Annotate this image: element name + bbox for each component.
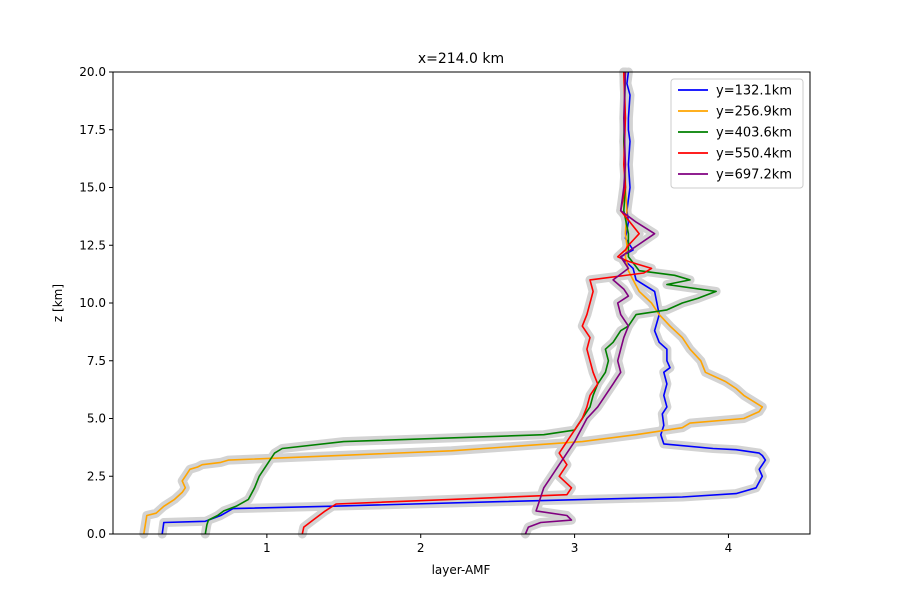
series-line-3 [204,71,717,535]
x-tick-label: 4 [725,541,733,555]
legend-label: y=403.6km [716,126,792,141]
legend-label: y=550.4km [716,147,792,162]
y-tick-label: 17.5 [79,123,106,137]
y-tick-label: 20.0 [79,65,106,79]
y-axis-label: z [km] [51,284,65,322]
chart-title: x=214.0 km [418,51,504,67]
x-tick-label: 3 [571,541,579,555]
series-line-1 [161,71,767,535]
x-tick-label: 1 [263,541,271,555]
x-axis-label: layer-AMF [432,563,491,577]
legend-label: y=256.9km [716,105,792,120]
x-tick-label: 2 [417,541,425,555]
y-tick-label: 15.0 [79,181,106,195]
x-axis: 1 2 3 4 [263,534,732,555]
y-tick-label: 0.0 [87,527,106,541]
y-tick-label: 2.5 [87,469,106,483]
legend-label: y=132.1km [716,84,792,99]
series-line-5 [524,71,656,535]
y-axis: 0.0 2.5 5.0 7.5 10.0 12.5 15.0 17.5 20.0 [79,65,113,541]
legend: y=132.1km y=256.9km y=403.6km y=550.4km y=69… [670,78,804,189]
y-tick-label: 7.5 [87,354,106,368]
y-tick-label: 5.0 [87,412,106,426]
series-line-4 [301,71,653,535]
y-tick-label: 10.0 [79,296,106,310]
series-lines [143,71,767,535]
legend-label: y=697.2km [716,168,792,183]
y-tick-label: 12.5 [79,238,106,252]
legend-box [670,78,804,189]
